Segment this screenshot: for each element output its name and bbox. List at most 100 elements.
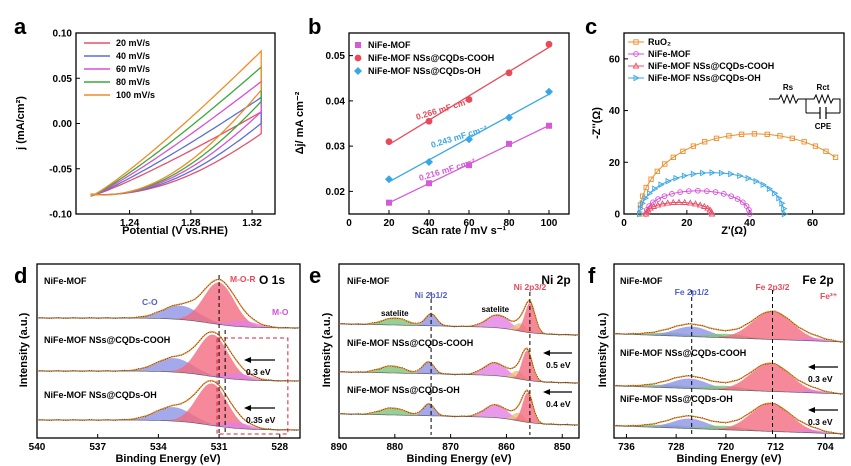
panel-label-f: f: [588, 263, 596, 288]
y-tick-label: 60: [609, 54, 621, 65]
spectrum-label: NiFe-MOF NSs@CQDs-OH: [620, 394, 733, 404]
x-tick-label: 720: [718, 442, 735, 453]
peak-label: Ni 2p3/2: [514, 282, 547, 292]
spectrum-label: NiFe-MOF NSs@CQDs-COOH: [44, 335, 170, 345]
data-point: [633, 51, 639, 57]
envelope-curve: [338, 389, 580, 426]
envelope-curve: [338, 347, 580, 384]
highlight-box: [216, 337, 289, 435]
data-point: [720, 190, 727, 197]
y-axis-label-b: Δj/ mA cm⁻²: [294, 91, 306, 154]
data-point: [426, 180, 432, 187]
legend-label: NiFe-MOF: [648, 49, 691, 59]
data-point: [665, 177, 672, 185]
panel-label-a: a: [14, 14, 27, 39]
spectrum-label: NiFe-MOF: [620, 276, 663, 286]
data-point: [386, 199, 392, 206]
baseline: [37, 317, 301, 329]
raw-data: [613, 310, 845, 343]
fit-peak: [614, 326, 844, 342]
x-tick-label: 850: [554, 442, 571, 453]
peak-label: M-O-R: [230, 274, 256, 284]
shift-label: 0.3 eV: [808, 374, 833, 384]
data-point: [690, 143, 697, 149]
cv-curve-5: [90, 49, 262, 197]
shift-arrow-head: [244, 357, 251, 363]
fit-peak: [614, 418, 844, 434]
baseline: [37, 419, 301, 431]
y-tick-label: 0.03: [326, 142, 346, 153]
y-tick-label: 0: [614, 210, 620, 221]
x-tick-label: 712: [767, 442, 784, 453]
legend-label: 20 mV/s: [116, 38, 150, 48]
shift-arrow-head: [808, 364, 815, 370]
fit-peak: [339, 323, 579, 335]
panel-label-e: e: [309, 263, 321, 288]
data-point: [734, 196, 741, 202]
data-point: [745, 174, 752, 182]
baseline: [614, 333, 845, 343]
fit-peak: [339, 314, 579, 335]
nyquist-curve-2: [645, 190, 751, 215]
baseline: [37, 370, 301, 382]
legend-marker: [355, 42, 361, 48]
shift-arrow-head: [808, 407, 815, 413]
spectrum-label: NiFe-MOF NSs@CQDs-OH: [44, 390, 157, 400]
x-tick-label: 704: [817, 442, 834, 453]
nyquist-curve-1: [639, 133, 836, 215]
data-point: [708, 210, 716, 217]
raw-data: [613, 362, 845, 395]
x-tick-label: 890: [331, 442, 348, 453]
y-axis-label-e: Intensity (a.u.): [321, 312, 333, 387]
data-point: [760, 181, 767, 189]
spectrum-label: NiFe-MOF NSs@CQDs-COOH: [620, 348, 746, 358]
fit-peak: [37, 371, 300, 381]
y-tick-label: 0.00: [53, 119, 73, 130]
y-tick-label: 0.05: [53, 74, 73, 85]
y-axis-label-a: j (mA/cm²): [15, 96, 27, 151]
data-point: [739, 199, 746, 206]
spectrum-label: NiFe-MOF NSs@CQDs-OH: [347, 385, 460, 395]
plot-frame-f: [613, 263, 845, 439]
data-point: [772, 189, 779, 197]
data-point: [681, 172, 689, 180]
x-axis-label-d: Binding Energy (eV): [115, 453, 220, 465]
shift-label: 0.3 eV: [808, 417, 833, 427]
x-axis-label-f: Binding Energy (eV): [676, 453, 781, 465]
data-point: [658, 181, 665, 189]
x-axis-label-b: Scan rate / mV s⁻¹: [412, 225, 507, 237]
x-tick-label: 40: [744, 218, 756, 229]
baseline: [614, 425, 845, 435]
fit-peak: [339, 392, 579, 425]
data-point: [385, 138, 393, 146]
data-point: [546, 122, 552, 129]
shift-label: 0.4 eV: [546, 399, 571, 409]
panel-e: e Binding Energy (eV) Intensity (a.u.) N…: [309, 263, 580, 465]
raw-data: [613, 402, 845, 435]
spectrum-label: NiFe-MOF: [347, 276, 390, 286]
fit-peak: [37, 305, 300, 328]
data-point: [633, 39, 639, 45]
cv-curve-1: [90, 110, 262, 197]
raw-data: [36, 279, 301, 330]
fit-peak: [37, 383, 300, 430]
x-tick-label: 20: [681, 218, 693, 229]
legend-label: NiFe-MOF NSs@CQDs-OH: [368, 66, 481, 76]
data-point: [465, 96, 473, 103]
baseline: [338, 413, 580, 426]
peak-label: satelite: [481, 305, 509, 314]
data-point: [801, 139, 807, 145]
x-tick-label: 736: [618, 442, 635, 453]
envelope-curve: [613, 402, 845, 435]
x-tick-label: 0: [621, 218, 627, 229]
circuit-label-rct: Rct: [817, 83, 830, 92]
data-point: [646, 189, 654, 197]
data-point: [832, 154, 839, 160]
title-e: Ni 2p: [541, 273, 570, 287]
x-tick-label: 40: [423, 218, 435, 229]
x-tick-label: 860: [498, 442, 515, 453]
y-axis-label-c: -Z''(Ω): [591, 107, 603, 139]
data-point: [781, 210, 789, 218]
cv-curve-2: [90, 96, 262, 197]
legend-label: NiFe-MOF: [368, 40, 411, 50]
